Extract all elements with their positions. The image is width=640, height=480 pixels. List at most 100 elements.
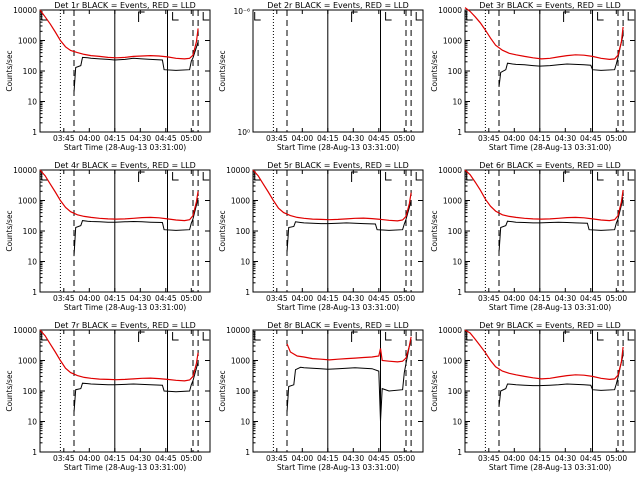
state-flag	[597, 172, 604, 181]
y-tick-label: 10	[452, 258, 462, 267]
x-tick-label: 05:00	[180, 294, 202, 303]
y-tick-label: 1	[457, 128, 462, 137]
x-axis-label: Start Time (28-Aug-13 03:31:00)	[64, 463, 186, 472]
x-tick-label: 03:45	[53, 294, 75, 303]
x-tick-label: 04:45	[580, 134, 602, 143]
x-tick-label: 04:15	[317, 454, 339, 463]
x-tick-label: 03:45	[478, 294, 500, 303]
state-flag	[627, 12, 635, 21]
x-tick-label: 04:00	[503, 294, 525, 303]
x-tick-label: 04:15	[104, 294, 126, 303]
state-flag	[351, 11, 358, 22]
state-flag	[351, 331, 358, 342]
plot-frame	[464, 9, 636, 133]
events-series-line	[286, 339, 412, 422]
events-series-line	[73, 41, 199, 93]
x-tick-label: 05:00	[180, 134, 202, 143]
x-tick-label: 04:15	[529, 454, 551, 463]
state-flag	[254, 172, 261, 181]
state-flag	[172, 332, 179, 341]
state-flag	[41, 332, 48, 341]
plot-frame	[252, 329, 424, 453]
plot-frame	[464, 169, 636, 293]
x-tick-label: 04:00	[291, 454, 313, 463]
x-tick-label: 04:45	[155, 454, 177, 463]
y-tick-label: 100	[23, 227, 38, 236]
x-axis-label: Start Time (28-Aug-13 03:31:00)	[64, 303, 186, 312]
plot-frame	[252, 9, 424, 133]
x-tick-label: 04:45	[155, 294, 177, 303]
x-axis-label: Start Time (28-Aug-13 03:31:00)	[277, 143, 399, 152]
x-tick-label: 04:15	[317, 134, 339, 143]
x-axis-label: Start Time (28-Aug-13 03:31:00)	[489, 463, 611, 472]
y-tick-label: 1	[245, 288, 250, 297]
state-flag	[202, 332, 210, 341]
x-axis-label: Start Time (28-Aug-13 03:31:00)	[489, 303, 611, 312]
lld-series-line	[252, 169, 412, 222]
x-tick-label: 05:00	[393, 454, 415, 463]
events-series-line	[498, 196, 624, 253]
y-top-label: 10⁻⁶	[233, 7, 250, 16]
y-tick-label: 100	[236, 387, 251, 396]
lld-series-line	[286, 336, 412, 363]
y-tick-label: 10000	[438, 326, 462, 335]
events-series-line	[286, 200, 412, 253]
lld-series-line	[464, 169, 624, 222]
y-tick-label: 1000	[18, 357, 37, 366]
x-tick-label: 04:00	[503, 134, 525, 143]
y-axis-label: Counts/sec	[5, 50, 14, 91]
state-flag	[385, 12, 392, 21]
y-tick-label: 10	[27, 258, 37, 267]
y-tick-label: 10000	[13, 6, 37, 15]
y-tick-label: 100	[448, 387, 463, 396]
panel-title: Det 1r BLACK = Events, RED = LLD	[54, 1, 196, 10]
y-tick-label: 100	[448, 67, 463, 76]
x-tick-label: 04:15	[104, 454, 126, 463]
x-tick-label: 04:30	[342, 134, 364, 143]
events-series-line	[73, 361, 199, 413]
x-tick-label: 03:45	[53, 454, 75, 463]
y-axis-label: Counts/sec	[430, 210, 439, 251]
x-tick-label: 04:00	[78, 294, 100, 303]
x-tick-label: 05:00	[605, 294, 627, 303]
events-series-line	[73, 197, 199, 257]
y-axis-label: Counts/sec	[218, 370, 227, 411]
x-tick-label: 04:45	[368, 134, 390, 143]
y-tick-label: 1	[32, 128, 37, 137]
y-tick-label: 1	[457, 288, 462, 297]
y-tick-label: 10	[27, 418, 37, 427]
x-axis-label: Start Time (28-Aug-13 03:31:00)	[277, 303, 399, 312]
y-axis-label: Counts/sec	[218, 210, 227, 251]
state-flag	[597, 332, 604, 341]
state-flag	[254, 332, 261, 341]
state-flag	[563, 11, 570, 22]
y-tick-label: 100	[448, 227, 463, 236]
y-tick-label: 10	[27, 98, 37, 107]
y-axis-label: Counts/sec	[430, 370, 439, 411]
y-axis-label: Counts/sec	[218, 50, 227, 91]
plot-frame	[39, 9, 211, 133]
y-tick-label: 10000	[226, 166, 250, 175]
state-flag	[563, 331, 570, 342]
state-flag	[138, 331, 145, 342]
state-flag	[138, 11, 145, 22]
state-flag	[597, 12, 604, 21]
state-flag	[351, 171, 358, 182]
y-axis-label: Counts/sec	[430, 50, 439, 91]
x-tick-label: 03:45	[478, 134, 500, 143]
y-tick-label: 1	[245, 448, 250, 457]
state-flag	[466, 12, 473, 21]
x-tick-label: 05:00	[393, 294, 415, 303]
x-tick-label: 04:30	[554, 454, 576, 463]
state-flag	[415, 172, 423, 181]
state-flag	[627, 172, 635, 181]
x-tick-label: 04:00	[291, 134, 313, 143]
x-tick-label: 04:30	[129, 134, 151, 143]
state-flag	[202, 12, 210, 21]
